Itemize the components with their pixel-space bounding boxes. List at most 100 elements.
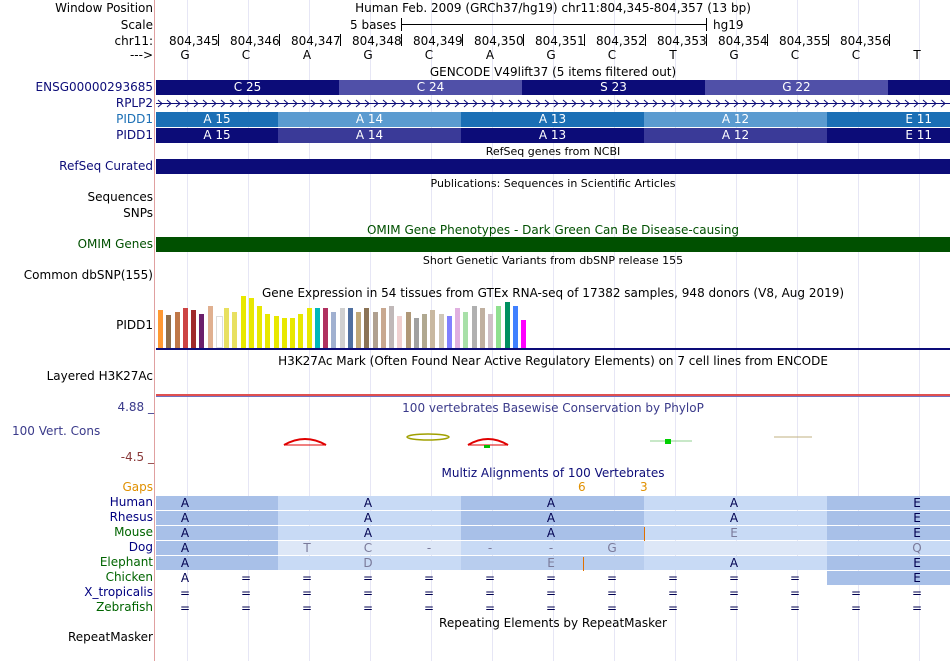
- gtex-tissue-bar[interactable]: [479, 308, 485, 348]
- gtex-tissue-bar[interactable]: [397, 316, 403, 348]
- exon-a12[interactable]: A 12: [644, 112, 827, 127]
- publications-label[interactable]: Sequences: [87, 190, 153, 204]
- gtex-tissue-bar[interactable]: [389, 306, 394, 348]
- gtex-tissue-bar[interactable]: [207, 306, 213, 348]
- gencode-label-ensg[interactable]: ENSG00000293685: [35, 80, 153, 94]
- h3k27ac-label[interactable]: Layered H3K27Ac: [46, 369, 153, 383]
- gtex-tissue-bar[interactable]: [265, 314, 271, 348]
- species-label[interactable]: X_tropicalis: [84, 585, 153, 599]
- refseq-label[interactable]: RefSeq Curated: [59, 159, 153, 173]
- gtex-tissue-bar[interactable]: [248, 298, 254, 348]
- base-letter: A: [302, 48, 312, 62]
- gtex-tissue-bar[interactable]: [405, 312, 411, 348]
- gtex-tissue-bar[interactable]: [471, 306, 477, 348]
- gencode-label-pidd1-b[interactable]: PIDD1: [116, 128, 153, 142]
- species-label[interactable]: Mouse: [114, 525, 153, 539]
- gtex-tissue-bar[interactable]: [314, 308, 320, 348]
- gtex-tissue-bar[interactable]: [290, 318, 295, 348]
- gencode-label-pidd1-a[interactable]: PIDD1: [116, 112, 153, 126]
- species-label[interactable]: Elephant: [99, 555, 153, 569]
- gtex-tissue-bar[interactable]: [323, 308, 328, 348]
- exon-c25[interactable]: C 25: [156, 80, 339, 95]
- position-label: 804,346: [230, 34, 280, 48]
- exon-a14[interactable]: A 14: [278, 112, 461, 127]
- gtex-tissue-bar[interactable]: [356, 312, 361, 348]
- alignment-letter: =: [789, 571, 801, 585]
- gtex-tissue-bar[interactable]: [240, 296, 246, 348]
- gtex-tissue-bar[interactable]: [215, 316, 223, 348]
- exon-g22[interactable]: G 22: [705, 80, 888, 95]
- gtex-tissue-bar[interactable]: [488, 314, 493, 348]
- exon-e11[interactable]: E 11: [827, 128, 950, 143]
- omim-label[interactable]: OMIM Genes: [77, 237, 153, 251]
- gtex-tissue-bar[interactable]: [455, 308, 460, 348]
- position-tick: [462, 34, 463, 46]
- alignment-letter: E: [730, 526, 738, 540]
- refseq-track[interactable]: [156, 159, 950, 174]
- gtex-tissue-bar[interactable]: [182, 308, 188, 348]
- exon-s23[interactable]: S 23: [522, 80, 705, 95]
- gtex-tissue-bar[interactable]: [413, 318, 419, 348]
- alignment-letter: A: [546, 511, 556, 525]
- species-label[interactable]: Chicken: [105, 570, 153, 584]
- repeatmasker-label[interactable]: RepeatMasker: [67, 630, 153, 644]
- gtex-tissue-bar[interactable]: [273, 316, 279, 348]
- gtex-tissue-bar[interactable]: [463, 312, 469, 348]
- gtex-tissue-bar[interactable]: [224, 308, 229, 348]
- species-label[interactable]: Rhesus: [109, 510, 153, 524]
- strand-arrow: [877, 99, 883, 108]
- window-position-label: Window Position: [55, 1, 153, 15]
- gtex-tissue-bar[interactable]: [158, 310, 163, 348]
- species-label[interactable]: Human: [109, 495, 153, 509]
- gencode-label-rplp2[interactable]: RPLP2: [115, 96, 153, 110]
- gtex-tissue-bar[interactable]: [166, 315, 172, 348]
- strand-arrow: [517, 99, 523, 108]
- gencode-track-ensg[interactable]: C 25 C 24 S 23 G 22: [156, 80, 950, 95]
- gtex-tissue-bar[interactable]: [430, 310, 436, 348]
- gencode-track-rplp2[interactable]: [156, 96, 950, 111]
- gtex-tissue-bar[interactable]: [422, 314, 427, 348]
- gtex-tissue-bar[interactable]: [504, 302, 510, 348]
- gtex-tissue-bar[interactable]: [281, 318, 287, 348]
- gtex-tissue-bar[interactable]: [331, 312, 337, 348]
- gencode-track-pidd1-a[interactable]: A 15 A 14 A 13 A 12 E 11: [156, 112, 950, 127]
- species-label[interactable]: Zebrafish: [96, 600, 153, 614]
- exon-a12[interactable]: A 12: [644, 128, 827, 143]
- gtex-tissue-bar[interactable]: [199, 314, 205, 348]
- strand-arrow: [355, 99, 361, 108]
- gencode-track-pidd1-b[interactable]: A 15 A 14 A 13 A 12 E 11: [156, 128, 950, 143]
- exon-a15[interactable]: A 15: [156, 112, 278, 127]
- gtex-tissue-bar[interactable]: [339, 308, 345, 348]
- exon-e11[interactable]: E 11: [827, 112, 950, 127]
- gtex-tissue-bar[interactable]: [438, 314, 444, 348]
- gtex-tissue-bar[interactable]: [174, 312, 180, 348]
- gtex-tissue-bar[interactable]: [446, 316, 452, 348]
- gtex-tissue-bar[interactable]: [496, 306, 502, 348]
- omim-track[interactable]: [156, 237, 950, 252]
- gtex-tissue-bar[interactable]: [364, 308, 370, 348]
- species-label[interactable]: Dog: [128, 540, 153, 554]
- gtex-label[interactable]: PIDD1: [116, 318, 153, 332]
- gtex-barchart[interactable]: [156, 296, 950, 348]
- exon-a13[interactable]: A 13: [461, 128, 644, 143]
- exon-c24[interactable]: C 24: [339, 80, 522, 95]
- snps-label[interactable]: SNPs: [123, 206, 153, 220]
- gtex-tissue-bar[interactable]: [232, 312, 238, 348]
- exon-a14[interactable]: A 14: [278, 128, 461, 143]
- gtex-tissue-bar[interactable]: [191, 310, 196, 348]
- gtex-tissue-bar[interactable]: [521, 320, 526, 348]
- gtex-tissue-bar[interactable]: [512, 306, 518, 348]
- gtex-tissue-bar[interactable]: [257, 306, 262, 348]
- scale-bar-right-cap: [706, 18, 707, 31]
- gtex-tissue-bar[interactable]: [306, 308, 312, 348]
- dbsnp-label[interactable]: Common dbSNP(155): [23, 268, 153, 282]
- exon-a15[interactable]: A 15: [156, 128, 278, 143]
- gtex-tissue-bar[interactable]: [298, 314, 304, 348]
- phylop-label[interactable]: 100 Vert. Cons: [12, 424, 101, 438]
- exon-a13[interactable]: A 13: [461, 112, 644, 127]
- alignment-letter: A: [180, 526, 190, 540]
- gtex-tissue-bar[interactable]: [347, 308, 353, 348]
- gtex-tissue-bar[interactable]: [380, 308, 386, 348]
- phylop-plot[interactable]: [156, 415, 950, 465]
- gtex-tissue-bar[interactable]: [372, 312, 378, 348]
